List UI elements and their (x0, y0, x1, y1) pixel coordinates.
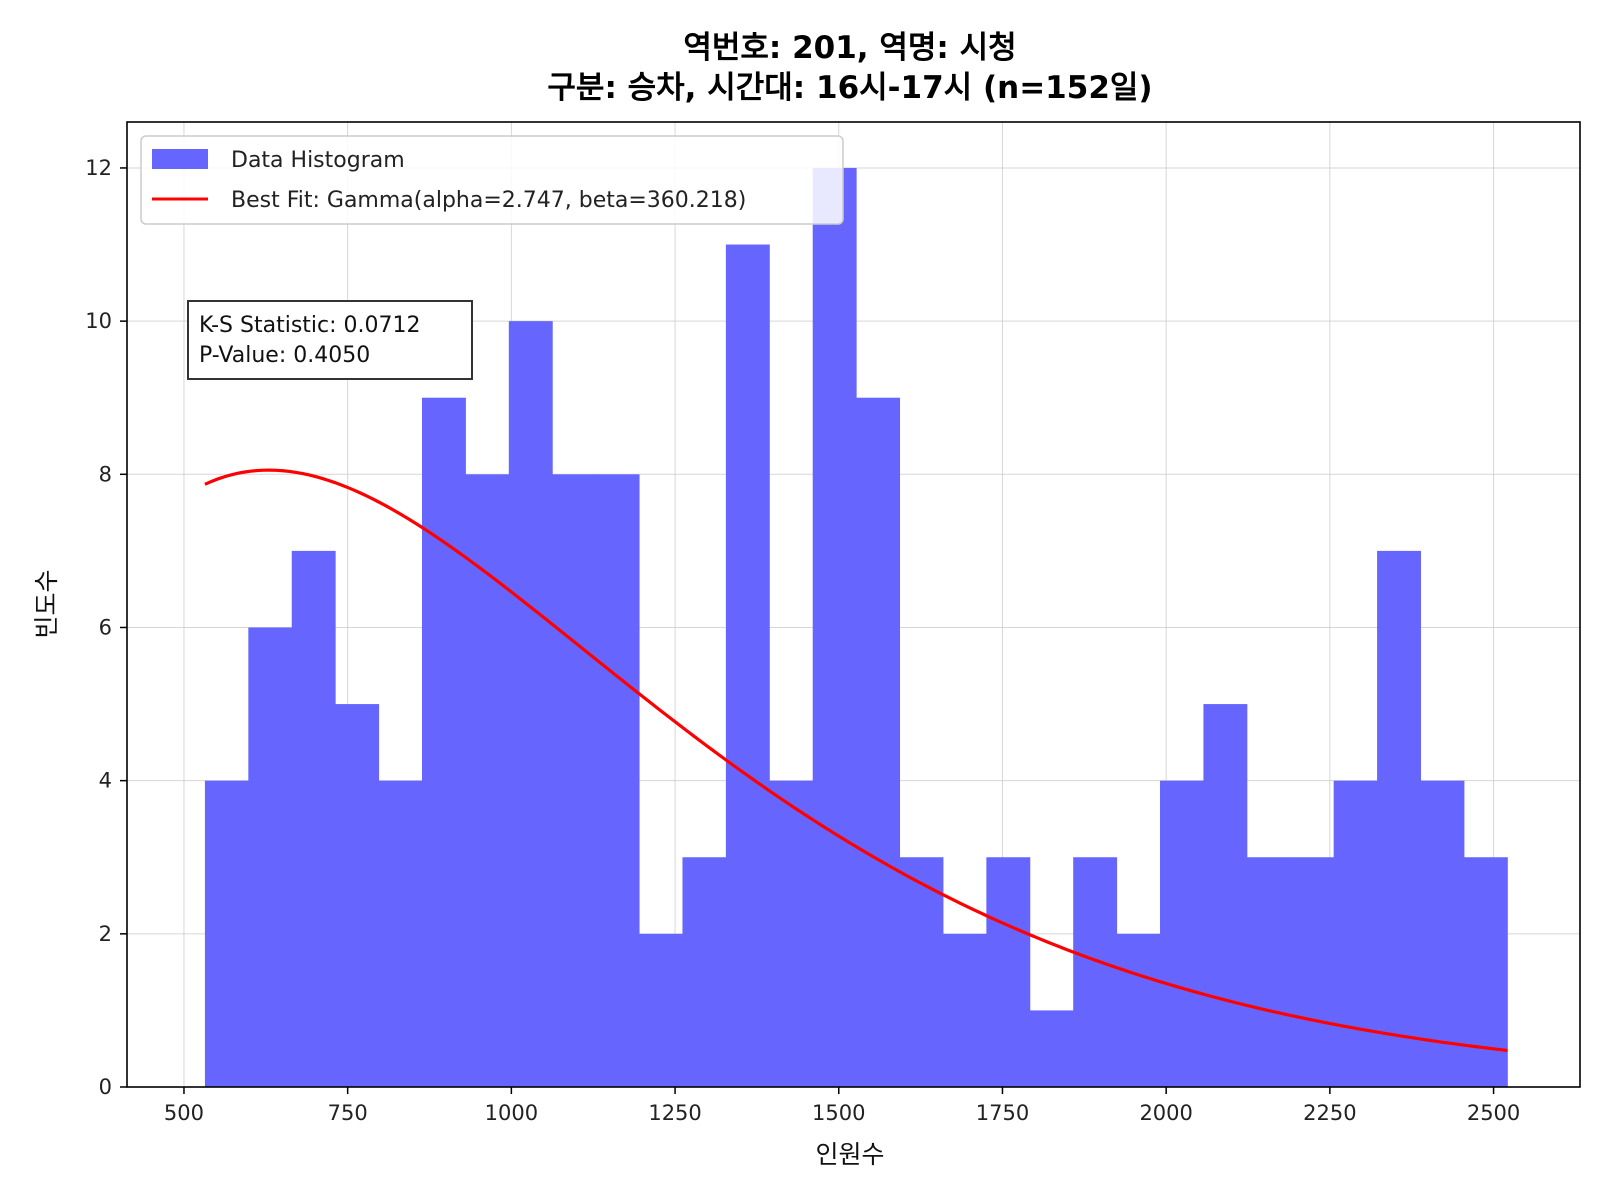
y-tick-label: 8 (99, 462, 112, 486)
y-tick-label: 12 (85, 156, 112, 180)
histogram-bar (421, 397, 466, 1087)
histogram-bar (1203, 704, 1248, 1087)
histogram-bar (248, 627, 293, 1087)
x-tick-label: 500 (164, 1101, 204, 1125)
legend-box (140, 135, 844, 225)
legend-histogram-swatch (152, 149, 208, 169)
x-tick-label: 2500 (1467, 1101, 1520, 1125)
histogram-bar (204, 780, 249, 1087)
x-axis-ticks: 500 750 1000 1250 1500 1750 2000 2250 2500 (164, 1087, 1520, 1125)
histogram-bar (725, 244, 770, 1088)
histogram-bar (1160, 780, 1204, 1087)
x-tick-label: 750 (328, 1101, 368, 1125)
gamma-fit-line (204, 468, 1508, 1053)
histogram-bars (204, 167, 1508, 1088)
x-tick-label: 2250 (1303, 1101, 1356, 1125)
histogram-bar (1246, 857, 1291, 1087)
gamma-fit-curve (204, 468, 1508, 1053)
y-tick-label: 6 (99, 615, 112, 639)
x-tick-label: 1750 (976, 1101, 1029, 1125)
histogram-bar (508, 321, 553, 1088)
x-tick-label: 1250 (648, 1101, 701, 1125)
histogram-bar (378, 780, 423, 1087)
chart-title-line1: 역번호: 201, 역명: 시청 (683, 30, 1016, 66)
x-tick-label: 1000 (485, 1101, 538, 1125)
ks-stats-frame (187, 300, 473, 380)
histogram-bar (812, 167, 857, 1087)
y-tick-label: 10 (85, 309, 112, 333)
y-axis-label: 빈도수 (32, 569, 61, 638)
histogram-bar (986, 857, 1031, 1087)
histogram-bar (1116, 933, 1161, 1087)
histogram-bar (595, 474, 640, 1087)
y-tick-label: 2 (99, 922, 112, 946)
x-tick-label: 1500 (812, 1101, 865, 1125)
x-axis-label: 인원수 (815, 1140, 884, 1169)
y-tick-label: 4 (99, 769, 112, 793)
p-value-text: P-Value: 0.4050 (199, 343, 370, 368)
histogram-bar (1029, 1010, 1074, 1087)
ks-stats-box: K-S Statistic: 0.0712 P-Value: 0.4050 (187, 300, 473, 380)
chart-title-line2: 구분: 승차, 시간대: 16시-17시 (n=152일) (547, 70, 1152, 106)
histogram-bar (899, 857, 944, 1087)
histogram-bar (335, 704, 380, 1087)
histogram-bar (682, 857, 727, 1087)
histogram-bar (856, 397, 901, 1087)
histogram-bar (465, 474, 510, 1087)
x-tick-label: 2000 (1139, 1101, 1192, 1125)
histogram-bar (552, 474, 597, 1087)
histogram-bar (1073, 857, 1118, 1087)
chart-title: 역번호: 201, 역명: 시청 구분: 승차, 시간대: 16시-17시 (n… (547, 30, 1152, 106)
histogram-bar (291, 550, 336, 1087)
histogram-bar (769, 780, 814, 1087)
legend-histogram-label: Data Histogram (231, 148, 405, 173)
histogram-bar (1290, 857, 1335, 1087)
plot-frame (126, 121, 1581, 1088)
histogram-bar (1333, 780, 1378, 1087)
y-tick-label: 0 (99, 1075, 112, 1099)
histogram-bar (1420, 780, 1465, 1087)
y-axis-ticks: 0 2 4 6 8 10 12 (85, 156, 127, 1099)
histogram-bar (1377, 550, 1421, 1087)
legend-fit-label: Best Fit: Gamma(alpha=2.747, beta=360.21… (231, 188, 746, 213)
histogram-bar (1463, 857, 1508, 1087)
histogram-bar (942, 933, 987, 1087)
legend: Data Histogram Best Fit: Gamma(alpha=2.7… (140, 135, 844, 225)
histogram-bar (639, 933, 683, 1087)
ks-statistic-text: K-S Statistic: 0.0712 (199, 313, 421, 338)
